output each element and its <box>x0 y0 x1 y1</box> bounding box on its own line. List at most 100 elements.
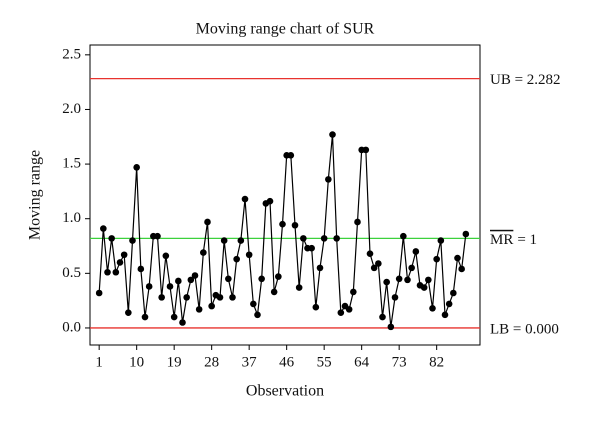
data-point <box>325 176 332 183</box>
data-point <box>429 304 436 312</box>
data-point <box>141 313 149 321</box>
x-tick-label: 55 <box>317 354 332 370</box>
data-point <box>450 289 457 297</box>
data-point <box>462 230 470 238</box>
data-point <box>266 197 274 205</box>
y-tick-label: 0.5 <box>62 265 81 281</box>
data-point <box>116 259 124 266</box>
data-point <box>166 283 174 290</box>
data-point <box>404 276 411 284</box>
data-point <box>395 275 403 283</box>
reference-label: = 1 <box>517 232 537 248</box>
data-point <box>225 275 232 283</box>
x-axis-label: Observation <box>246 383 324 400</box>
data-point <box>454 254 461 262</box>
data-point <box>370 264 378 272</box>
data-point <box>258 275 265 283</box>
data-point <box>383 278 390 286</box>
y-tick-label: 2.0 <box>62 101 81 117</box>
data-point <box>345 306 353 313</box>
data-point <box>175 277 182 285</box>
data-point <box>308 244 315 252</box>
data-point <box>158 294 165 301</box>
y-tick-label: 2.5 <box>62 46 81 62</box>
data-point <box>95 289 103 297</box>
data-point <box>254 311 261 319</box>
data-point <box>445 300 453 308</box>
x-tick-label: 28 <box>204 354 219 370</box>
data-point <box>137 265 145 273</box>
data-point <box>154 232 161 240</box>
data-point <box>329 131 336 138</box>
data-point <box>412 248 420 255</box>
data-point <box>204 218 211 226</box>
x-tick-label: 1 <box>95 354 103 370</box>
x-tick-label: 19 <box>167 354 182 370</box>
reference-label: LB = 0.000 <box>490 321 559 337</box>
x-tick-label: 64 <box>354 354 370 370</box>
plot-frame <box>89 44 481 346</box>
data-point <box>187 276 195 284</box>
data-point <box>120 251 128 259</box>
data-point <box>208 302 215 310</box>
x-tick-label: 73 <box>392 354 407 370</box>
reference-label: UB = 2.282 <box>490 72 561 88</box>
data-point <box>241 195 249 203</box>
data-point <box>216 294 224 301</box>
x-tick-label: 37 <box>242 354 258 370</box>
data-point <box>229 294 236 301</box>
data-point <box>366 250 374 257</box>
y-tick-label: 0.0 <box>62 319 81 335</box>
data-point <box>100 225 107 232</box>
data-point <box>437 237 445 244</box>
data-point <box>183 294 190 301</box>
chart-title: Moving range chart of SUR <box>196 21 375 38</box>
data-point <box>191 272 199 279</box>
data-point <box>458 265 465 273</box>
data-point <box>354 218 361 226</box>
data-point <box>145 283 153 290</box>
data-line <box>98 134 467 327</box>
data-point <box>287 152 295 159</box>
data-point <box>133 164 140 171</box>
data-point <box>333 235 340 242</box>
data-point <box>295 284 303 291</box>
data-point <box>195 306 203 313</box>
data-point <box>270 288 278 296</box>
data-point <box>237 237 245 244</box>
x-tick-label: 10 <box>129 354 144 370</box>
data-point <box>129 237 136 244</box>
data-point <box>408 264 415 272</box>
x-tick-label: 82 <box>429 354 444 370</box>
data-point <box>316 264 324 272</box>
data-point <box>162 252 170 260</box>
data-point <box>108 235 115 242</box>
data-point <box>379 313 386 321</box>
y-tick-label: 1.0 <box>62 210 81 226</box>
data-point <box>200 249 207 256</box>
data-point <box>420 284 428 291</box>
data-point <box>300 235 307 242</box>
data-point <box>433 255 440 263</box>
data-point <box>279 220 286 228</box>
data-point <box>387 323 395 331</box>
data-point <box>104 268 111 276</box>
data-point <box>400 232 407 240</box>
data-point <box>320 235 328 242</box>
data-point <box>291 221 299 229</box>
data-point <box>125 309 132 316</box>
data-point <box>350 288 357 296</box>
data-point <box>275 273 282 280</box>
data-point <box>391 294 399 301</box>
data-point <box>245 251 253 259</box>
data-point <box>220 237 228 244</box>
data-point <box>337 309 345 316</box>
data-point <box>425 276 432 284</box>
data-point <box>170 313 178 321</box>
data-point <box>362 146 370 154</box>
data-point <box>250 300 257 308</box>
data-point <box>233 255 240 263</box>
data-point <box>375 260 382 267</box>
